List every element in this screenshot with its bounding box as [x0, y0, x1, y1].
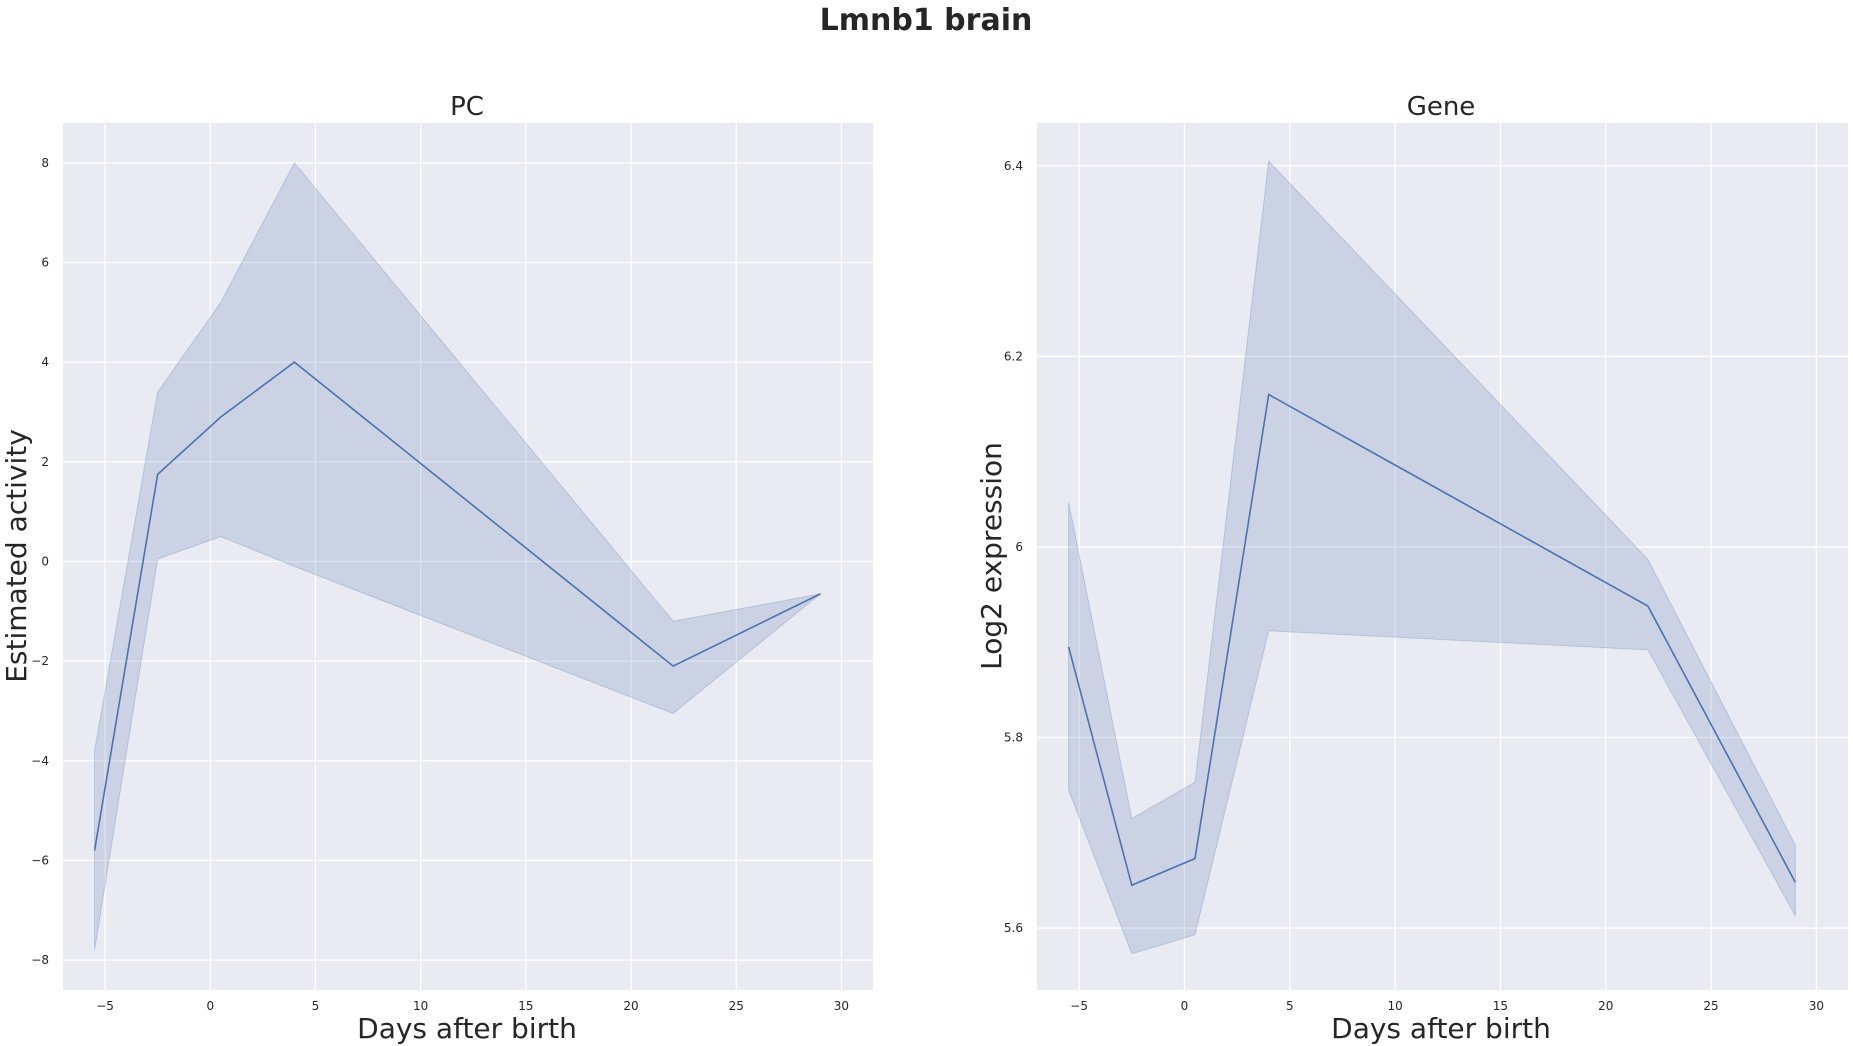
plot-background — [1037, 123, 1848, 990]
y-tick-label: −2 — [31, 654, 49, 668]
x-tick-label: 5 — [312, 999, 320, 1013]
y-tick-label: 6 — [41, 256, 49, 270]
y-axis-label: Log2 expression — [975, 442, 1008, 670]
plot-area — [1037, 123, 1848, 990]
panel-pc: PC Days after birth Estimated activity −… — [0, 92, 873, 1045]
x-tick-label: 0 — [206, 999, 214, 1013]
y-tick-label: 5.8 — [1004, 731, 1023, 745]
panel-gene: Gene Days after birth Log2 expression −5… — [975, 92, 1848, 1045]
y-tick-label: 2 — [41, 455, 49, 469]
gridlines — [63, 123, 873, 990]
y-tick-label: 6 — [1015, 540, 1023, 554]
x-tick-label: 25 — [729, 999, 744, 1013]
x-axis-label: Days after birth — [1331, 1012, 1551, 1045]
y-tick-label: 6.2 — [1004, 349, 1023, 363]
y-tick-label: 5.6 — [1004, 921, 1023, 935]
x-tick-label: −5 — [96, 999, 114, 1013]
panel-title: Gene — [1407, 92, 1476, 122]
figure-title: Lmnb1 brain — [820, 3, 1033, 38]
confidence-band — [1068, 159, 1796, 955]
x-tick-label: 10 — [1387, 999, 1402, 1013]
x-tick-label: 15 — [518, 999, 533, 1013]
x-tick-label: 15 — [1493, 999, 1508, 1013]
x-tick-label: 30 — [1809, 999, 1824, 1013]
y-axis-label: Estimated activity — [0, 429, 33, 683]
x-axis-label: Days after birth — [357, 1012, 577, 1045]
series-line — [93, 361, 821, 851]
x-tick-label: 25 — [1703, 999, 1718, 1013]
y-tick-label: 8 — [41, 156, 49, 170]
x-tick-label: 0 — [1181, 999, 1189, 1013]
x-tick-label: 20 — [623, 999, 638, 1013]
x-tick-label: 10 — [413, 999, 428, 1013]
y-tick-label: 6.4 — [1004, 159, 1023, 173]
y-tick-label: −8 — [31, 953, 49, 967]
y-tick-label: −4 — [31, 754, 49, 768]
x-tick-label: 20 — [1598, 999, 1613, 1013]
y-tick-label: −6 — [31, 853, 49, 867]
gridlines — [1037, 123, 1848, 990]
confidence-band — [94, 161, 821, 951]
panel-title: PC — [450, 92, 484, 122]
plot-area — [63, 123, 873, 990]
y-tick-label: 4 — [41, 355, 49, 369]
series-line — [1067, 393, 1797, 887]
x-tick-label: 30 — [834, 999, 849, 1013]
x-tick-label: 5 — [1286, 999, 1294, 1013]
x-tick-label: −5 — [1070, 999, 1088, 1013]
y-tick-label: 0 — [41, 554, 49, 568]
plot-background — [63, 123, 873, 990]
